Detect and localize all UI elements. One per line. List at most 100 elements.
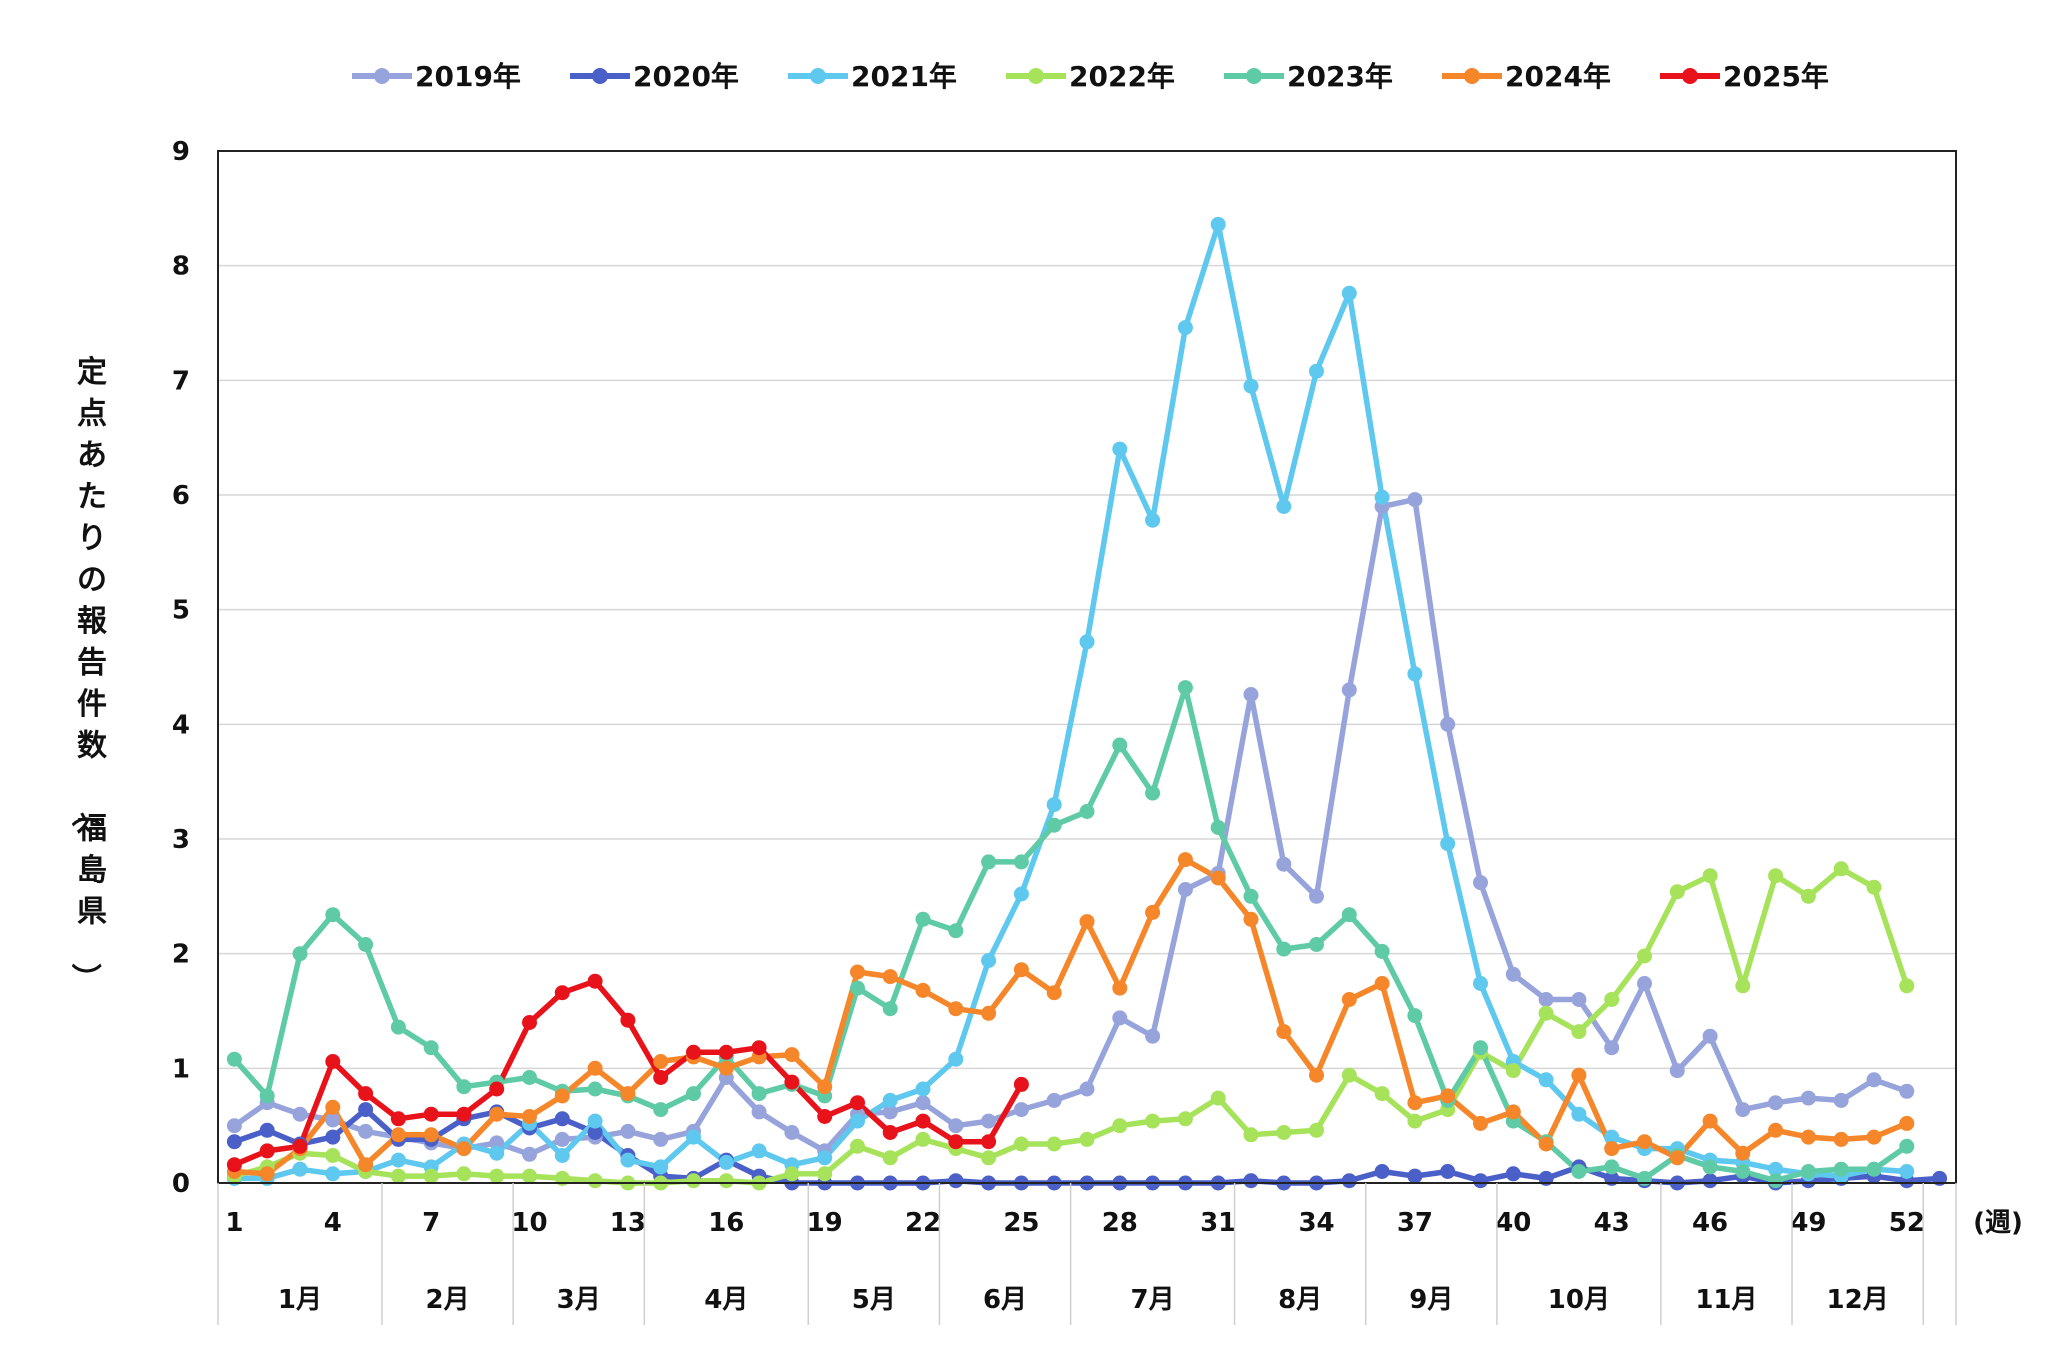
legend-label: 2021年 — [851, 60, 957, 93]
data-point — [1669, 884, 1685, 900]
data-point — [1046, 1136, 1062, 1152]
month-label: 9月 — [1409, 1285, 1453, 1315]
data-point — [850, 964, 865, 980]
x-tick-label: 16 — [708, 1208, 744, 1238]
data-point — [423, 1040, 439, 1056]
data-point — [390, 1111, 406, 1127]
data-point — [882, 1092, 898, 1108]
data-point — [1243, 1127, 1259, 1143]
data-point — [1309, 1067, 1324, 1083]
data-point — [554, 985, 570, 1001]
data-point — [1637, 1134, 1652, 1150]
data-point — [1669, 1063, 1685, 1079]
data-point — [1735, 1102, 1751, 1118]
data-point — [1866, 1129, 1882, 1145]
x-axis-unit: (週) — [1973, 1208, 2023, 1238]
x-tick-label: 28 — [1102, 1208, 1138, 1238]
data-point — [1112, 980, 1128, 996]
data-point — [1243, 1173, 1259, 1189]
data-point — [226, 1157, 242, 1173]
data-point — [1604, 1141, 1620, 1157]
data-point — [325, 907, 341, 923]
legend-label: 2019年 — [415, 60, 521, 93]
data-point — [981, 1113, 997, 1129]
data-point — [1341, 907, 1357, 923]
series-line-2021年 — [231, 221, 1910, 1182]
data-point — [1046, 985, 1062, 1001]
data-point — [1604, 1129, 1620, 1145]
data-point — [1604, 1159, 1620, 1175]
data-point — [1407, 1113, 1423, 1129]
data-point — [1538, 992, 1554, 1007]
data-point — [1637, 976, 1652, 991]
data-point — [1571, 992, 1587, 1007]
data-point — [1341, 1067, 1357, 1083]
data-point — [817, 1109, 833, 1124]
data-point — [1309, 888, 1324, 904]
data-point — [653, 1102, 669, 1118]
legend-marker — [592, 68, 608, 84]
y-tick-label: 4 — [172, 710, 190, 740]
data-point — [620, 1123, 636, 1139]
data-point — [1276, 941, 1292, 957]
data-point — [1899, 1115, 1915, 1131]
y-axis-title: 定点あたりの報告件数（福島県） — [67, 355, 108, 993]
data-point — [1735, 1164, 1751, 1179]
data-point — [390, 1019, 406, 1035]
data-point — [784, 1125, 800, 1140]
data-point — [1243, 888, 1259, 904]
month-label: 7月 — [1131, 1285, 1175, 1315]
data-point — [325, 1129, 341, 1145]
data-point — [1145, 1028, 1161, 1044]
data-point — [358, 937, 374, 952]
legend-marker — [1464, 68, 1480, 84]
data-point — [226, 1134, 242, 1150]
data-point — [915, 1081, 931, 1097]
data-point — [259, 1166, 275, 1182]
series-points-2025年 — [226, 973, 1029, 1173]
legend-marker — [1682, 68, 1698, 84]
data-point — [1604, 1040, 1620, 1056]
data-point — [259, 1088, 275, 1104]
data-point — [948, 1173, 964, 1189]
legend-item: 2023年 — [1224, 60, 1393, 93]
data-point — [882, 969, 898, 985]
data-point — [1177, 320, 1193, 336]
data-point — [718, 1173, 734, 1189]
data-point — [653, 1054, 669, 1069]
data-point — [1407, 1095, 1423, 1111]
data-point — [1505, 1063, 1521, 1079]
data-point — [259, 1122, 275, 1138]
data-point — [817, 1150, 833, 1166]
data-point — [489, 1135, 505, 1151]
data-point — [1473, 875, 1488, 891]
data-point — [1505, 1166, 1521, 1182]
data-point — [1571, 1106, 1587, 1122]
legend-label: 2024年 — [1505, 60, 1611, 93]
data-point — [554, 1088, 570, 1104]
data-point — [1243, 911, 1259, 927]
data-point — [1768, 1161, 1784, 1177]
x-axis: 1 4 7 10 13 16 19 22 25 28 31 34 37 40 43 46 49 52 (週) 1月 2月… — [217, 1183, 2023, 1325]
data-point — [948, 923, 964, 939]
data-point — [587, 1060, 603, 1076]
data-point — [1309, 363, 1324, 379]
data-point — [587, 1173, 603, 1189]
data-point — [1800, 888, 1816, 904]
data-point — [1177, 680, 1193, 696]
data-point — [1112, 1010, 1128, 1026]
data-point — [423, 1127, 439, 1143]
data-point — [981, 1005, 997, 1021]
data-point — [1374, 976, 1390, 991]
data-point — [850, 1138, 865, 1154]
data-point — [1473, 1115, 1488, 1131]
legend-item: 2022年 — [1006, 60, 1175, 93]
data-point — [1473, 976, 1488, 991]
x-tick-label: 52 — [1889, 1208, 1925, 1238]
data-point — [1079, 1081, 1095, 1097]
data-point — [1407, 1008, 1423, 1024]
series-line-2023年 — [231, 684, 1910, 1184]
data-point — [1768, 1122, 1784, 1138]
legend-marker — [810, 68, 826, 84]
